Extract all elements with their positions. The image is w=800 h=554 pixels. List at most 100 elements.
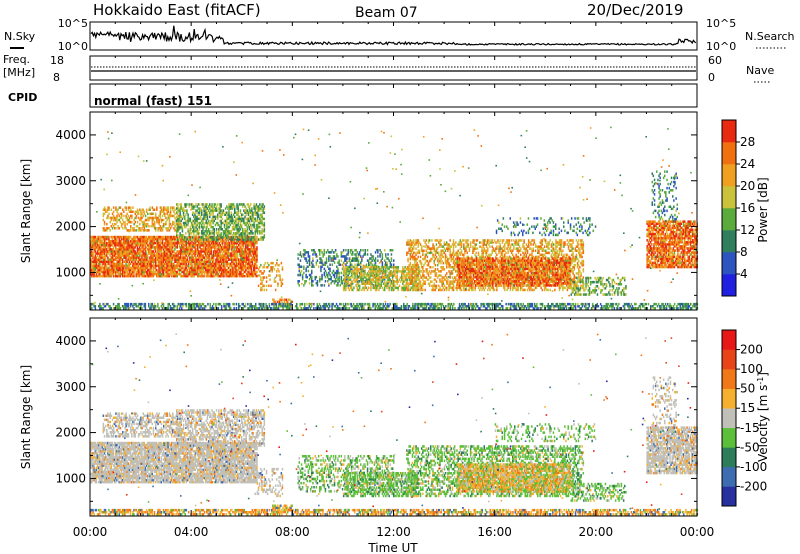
power-cell <box>168 254 170 257</box>
power-cell <box>148 264 150 268</box>
power-cell <box>204 207 206 210</box>
power-cell <box>226 236 228 239</box>
power-cell <box>210 223 212 227</box>
power-cell <box>328 257 330 260</box>
power-cell <box>233 272 235 276</box>
power-cell <box>116 237 118 241</box>
power-cell <box>146 272 149 276</box>
power-cell <box>340 259 343 262</box>
power-cell <box>242 268 244 272</box>
power-cell <box>377 249 379 252</box>
power-cell <box>134 235 136 239</box>
power-cell <box>127 214 130 218</box>
power-cell <box>323 253 326 256</box>
power-cell <box>333 275 336 279</box>
power-cell <box>187 262 190 266</box>
power-cell <box>185 232 187 235</box>
power-cell <box>189 232 192 235</box>
power-cell <box>183 262 185 266</box>
power-cell <box>144 246 147 249</box>
power-cell <box>205 260 207 263</box>
power-cell <box>191 262 193 266</box>
power-cell <box>203 238 205 241</box>
power-cell <box>187 264 190 268</box>
power-cell <box>246 203 249 206</box>
power-cell <box>137 268 140 272</box>
power-cell <box>190 260 192 263</box>
power-cell <box>117 252 119 255</box>
power-cell <box>253 264 256 268</box>
power-cell <box>250 244 252 247</box>
power-cell <box>98 235 100 239</box>
power-cell <box>101 250 103 253</box>
power-cell <box>177 238 179 241</box>
power-cell <box>219 250 222 253</box>
power-cell <box>234 234 236 237</box>
power-cell <box>133 237 135 241</box>
power-cell <box>121 237 124 241</box>
power-cell <box>137 262 140 266</box>
power-cell <box>186 203 188 206</box>
power-cell <box>132 258 134 261</box>
power-cell <box>94 258 97 261</box>
power-cell <box>212 241 215 245</box>
power-cell <box>206 254 208 257</box>
power-cell <box>354 257 356 260</box>
power-cell <box>226 219 228 223</box>
power-cell <box>158 272 160 276</box>
power-cell <box>109 250 111 253</box>
power-cell <box>308 259 311 262</box>
power-cell <box>141 250 143 253</box>
power-cell <box>212 256 215 259</box>
power-cell <box>202 219 204 223</box>
power-cell <box>91 272 93 276</box>
power-cell <box>184 272 186 276</box>
power-cell <box>169 239 172 243</box>
power-cell <box>216 270 218 274</box>
freq-tick-bottom: 8 <box>53 71 60 84</box>
power-cell <box>251 270 254 274</box>
power-cell <box>358 251 361 254</box>
power-cell <box>331 263 333 266</box>
power-cell <box>157 218 159 222</box>
power-cell <box>319 280 321 283</box>
power-cell <box>108 208 110 211</box>
power-cell <box>184 262 186 266</box>
power-cell <box>167 266 169 270</box>
power-cell <box>116 214 118 218</box>
power-cell <box>100 270 102 274</box>
power-cell <box>148 244 150 247</box>
power-cell <box>255 207 258 210</box>
power-cell <box>146 239 149 243</box>
power-cell <box>262 266 264 269</box>
power-cell <box>168 266 170 270</box>
power-cell <box>152 212 155 216</box>
power-cell <box>190 203 193 206</box>
power-cell <box>220 238 222 241</box>
power-cell <box>214 203 217 206</box>
power-cell <box>102 252 104 255</box>
power-cell <box>218 250 221 253</box>
power-cell <box>128 210 131 213</box>
power-cell <box>253 221 255 225</box>
power-cell <box>131 246 133 249</box>
power-cell <box>240 241 242 245</box>
power-cell <box>194 272 197 276</box>
power-cell <box>153 266 156 270</box>
power-cell <box>251 217 253 221</box>
power-cell <box>103 227 106 230</box>
power-cell <box>189 270 191 274</box>
power-cell <box>139 208 141 211</box>
power-cell <box>173 262 175 266</box>
power-cell <box>104 239 107 243</box>
power-cell <box>102 227 105 230</box>
power-cell <box>187 252 190 255</box>
power-cell <box>189 244 191 247</box>
power-cell <box>187 241 190 245</box>
power-cell <box>176 262 178 266</box>
power-cell <box>136 212 139 216</box>
power-cell <box>176 256 178 259</box>
power-cell <box>123 260 125 263</box>
power-cell <box>249 262 251 266</box>
power-cell <box>205 254 207 257</box>
